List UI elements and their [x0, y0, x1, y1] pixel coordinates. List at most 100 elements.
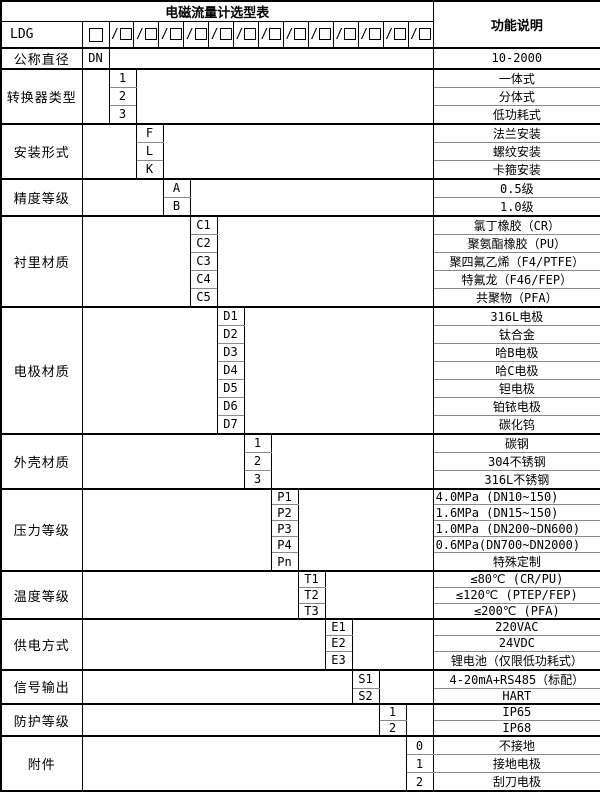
spacer-cell: [81, 177, 164, 216]
model-slot: /: [209, 22, 235, 47]
desc-cell: 碳化钨: [432, 414, 600, 434]
code-box-icon: [119, 28, 132, 41]
desc-cell: 316L不锈钢: [432, 469, 600, 489]
category-label: 压力等级: [0, 487, 83, 572]
table-row: 外壳材质 1 碳钢: [0, 432, 600, 489]
category-label: 安装形式: [0, 122, 83, 179]
desc-cell: 0.5级: [432, 177, 600, 198]
table-row: T2 ≤120℃ (PTEP/FEP): [1, 586, 600, 604]
code-box-icon: [369, 28, 382, 41]
table-row: 精度等级 A 0.5级: [0, 177, 600, 216]
code-cell: 2: [243, 451, 272, 471]
desc-cell: 锂电池（仅限低功耗式）: [432, 650, 600, 670]
desc-cell: 氯丁橡胶（CR）: [432, 214, 600, 235]
code-cell: L: [135, 141, 164, 161]
code-box-icon: [144, 28, 157, 41]
table-row: 防护等级 1 IP65: [0, 703, 600, 737]
code-box-icon: [294, 28, 307, 41]
desc-cell: 碳钢: [432, 432, 600, 453]
spacer-cell: [81, 703, 380, 737]
category-label: 外壳材质: [0, 432, 83, 489]
code-cell: D2: [216, 324, 245, 344]
desc-cell: 聚氨酯橡胶（PU）: [432, 233, 600, 253]
code-cell: 3: [243, 469, 272, 489]
code-cell: E2: [324, 634, 353, 652]
desc-cell: ≤200℃ (PFA): [432, 602, 600, 620]
category-label: 信号输出: [0, 668, 83, 705]
code-cell: D1: [216, 305, 245, 326]
model-slot: /: [334, 22, 359, 47]
desc-cell: 1.0MPa (DN200~DN600): [432, 520, 600, 537]
code-cell: E3: [324, 650, 353, 670]
spacer-cell: [81, 214, 191, 307]
table-row: 供电方式 E1 220VAC: [0, 618, 600, 670]
code-cell: DN: [81, 46, 110, 69]
code-box-icon: [344, 28, 357, 41]
title-row: 电磁流量计选型表 功能说明: [0, 0, 600, 48]
table-row: D5 钽电极: [1, 378, 600, 398]
code-cell: C3: [189, 251, 218, 271]
spacer-cell: [81, 668, 353, 705]
desc-cell: 220VAC: [432, 618, 600, 636]
code-cell: D6: [216, 396, 245, 416]
category-label: 转换器类型: [0, 67, 83, 124]
table-row: 电极材质 D1 316L电极: [0, 305, 600, 434]
table-row: D7 碳化钨: [1, 414, 600, 434]
desc-cell: 1.0级: [432, 196, 600, 216]
spacer-cell: [81, 487, 272, 572]
desc-cell: 特殊定制: [432, 552, 600, 572]
table-row: 温度等级 T1 ≤80℃ (CR/PU): [0, 570, 600, 620]
spacer-cell: [270, 432, 434, 489]
desc-cell: 316L电极: [432, 305, 600, 326]
code-cell: C1: [189, 214, 218, 235]
category-label: 电极材质: [0, 305, 83, 434]
desc-cell: 特氟龙（F46/FEP）: [432, 269, 600, 289]
spacer-cell: [81, 122, 137, 179]
desc-cell: IP65: [432, 703, 600, 721]
category-label: 公称直径: [0, 46, 83, 69]
model-slot: /: [259, 22, 284, 47]
code-cell: C2: [189, 233, 218, 253]
desc-cell: 钽电极: [432, 378, 600, 398]
code-cell: P4: [270, 536, 299, 553]
desc-cell: 低功耗式: [432, 104, 600, 124]
page-title: 电磁流量计选型表: [0, 0, 434, 22]
spacer-cell: [81, 570, 299, 620]
spacer-cell: [81, 618, 326, 670]
desc-cell: 螺纹安装: [432, 141, 600, 161]
table-row: 公称直径 DN 10-2000: [0, 46, 600, 69]
table-row: 转换器类型 1 一体式: [0, 67, 600, 124]
model-slot: /: [110, 22, 135, 47]
code-cell: 1: [243, 432, 272, 453]
spacer-cell: [405, 703, 434, 737]
code-cell: Pn: [270, 552, 299, 572]
model-base-box-cell: [81, 21, 110, 48]
model-slot: /: [309, 22, 334, 47]
table-row: 附件 0 不接地: [0, 735, 600, 792]
spacer-cell: [81, 305, 218, 434]
code-cell: 1: [405, 754, 434, 773]
table-row: C2 聚氨酯橡胶（PU）: [1, 233, 600, 253]
code-cell: 0: [405, 735, 434, 755]
table-row: B 1.0级: [1, 196, 600, 216]
spacer-cell: [108, 46, 434, 69]
desc-cell: 10-2000: [432, 46, 600, 69]
code-cell: P2: [270, 504, 299, 521]
desc-cell: 4-20mA+RS485（标配）: [432, 668, 600, 689]
spacer-cell: [378, 668, 434, 705]
category-label: 防护等级: [0, 703, 83, 737]
category-label: 精度等级: [0, 177, 83, 216]
table-row: 2 分体式: [1, 86, 600, 106]
code-cell: 2: [108, 86, 137, 106]
category-label: 衬里材质: [0, 214, 83, 307]
code-cell: S1: [351, 668, 380, 689]
code-box-icon: [244, 28, 257, 41]
spacer-cell: [135, 67, 434, 124]
model-slot: /: [134, 22, 160, 47]
code-cell: F: [135, 122, 164, 143]
code-cell: D5: [216, 378, 245, 398]
desc-cell: HART: [432, 687, 600, 705]
desc-cell: 钛合金: [432, 324, 600, 344]
code-cell: S2: [351, 687, 380, 705]
spacer-cell: [297, 487, 434, 572]
